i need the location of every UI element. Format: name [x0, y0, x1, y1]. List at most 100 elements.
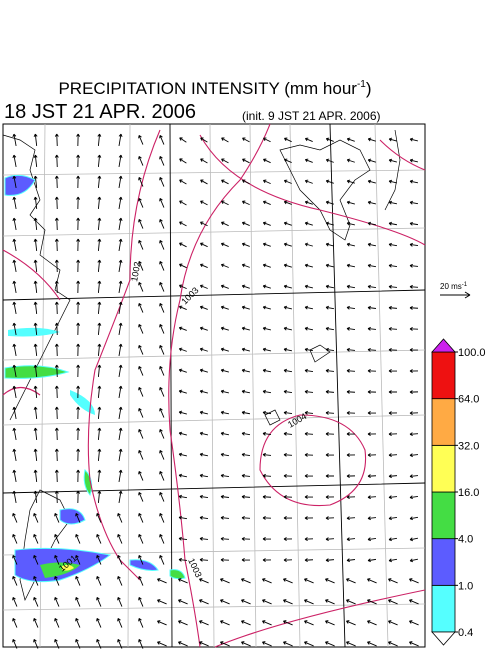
- wind-arrow: [367, 641, 377, 647]
- wind-arrow: [159, 471, 165, 481]
- wind-arrow: [241, 599, 251, 605]
- wind-arrow: [54, 576, 60, 586]
- wind-arrow: [262, 179, 271, 185]
- wind-arrow: [200, 179, 208, 185]
- wind-arrow: [241, 368, 250, 373]
- wind-arrow: [138, 324, 144, 334]
- wind-arrow: [388, 432, 398, 437]
- wind-arrow: [221, 179, 229, 185]
- wind-arrow: [242, 137, 250, 143]
- wind-arrow: [283, 473, 293, 478]
- wind-arrow: [241, 494, 251, 499]
- wind-arrow: [33, 469, 38, 483]
- colorbar-segment: [431, 491, 456, 540]
- wind-arrow: [241, 620, 251, 626]
- wind-arrow: [33, 406, 38, 420]
- wind-arrow: [388, 305, 398, 310]
- scale-label: 20 ms-1: [440, 282, 468, 291]
- wind-arrow: [97, 217, 102, 231]
- wind-arrow: [75, 576, 81, 586]
- wind-arrow: [159, 198, 165, 208]
- wind-arrow: [33, 343, 38, 357]
- wind-arrow: [283, 558, 293, 562]
- wind-arrow: [409, 137, 418, 142]
- wind-arrow: [409, 558, 419, 563]
- wind-arrow: [409, 200, 419, 205]
- wind-arrow: [325, 347, 335, 352]
- wind-arrow: [242, 158, 250, 164]
- wind-arrow: [33, 175, 38, 189]
- wind-arrow: [159, 303, 165, 313]
- wind-arrow: [178, 347, 187, 352]
- colorbar: 0.4 1.0 4.0 16.0 32.0 64.0 100.0: [431, 338, 486, 646]
- wind-arrow: [409, 578, 419, 584]
- wind-arrow: [33, 513, 39, 523]
- wind-arrow: [304, 474, 314, 478]
- wind-arrow: [178, 326, 187, 331]
- wind-arrow: [220, 368, 229, 373]
- wind-arrow: [304, 347, 314, 352]
- wind-arrow: [367, 495, 377, 500]
- colorbar-segment: [431, 584, 456, 633]
- wind-arrow: [76, 301, 81, 315]
- wind-arrow: [138, 618, 144, 628]
- wind-arrow: [117, 555, 123, 565]
- wind-arrow: [76, 196, 81, 210]
- wind-arrow: [221, 158, 229, 164]
- wind-arrow: [262, 620, 272, 626]
- wind-arrow: [325, 453, 335, 457]
- wind-arrow: [262, 389, 272, 394]
- wind-arrow: [409, 179, 419, 184]
- wind-arrow: [179, 179, 187, 185]
- wind-arrow: [241, 452, 251, 457]
- wind-arrow: [283, 200, 292, 205]
- wind-arrow: [388, 242, 398, 247]
- wind-arrow: [159, 219, 165, 229]
- wind-arrow: [241, 263, 250, 268]
- wind-arrow: [304, 263, 313, 268]
- wind-arrow: [304, 242, 313, 247]
- isobar-label: 1002: [129, 261, 142, 282]
- wind-arrow: [118, 364, 123, 377]
- wind-arrow: [388, 453, 398, 458]
- wind-arrow: [283, 242, 292, 247]
- wind-arrow: [241, 410, 251, 415]
- wind-arrow: [33, 322, 38, 336]
- wind-arrow: [138, 534, 144, 544]
- wind-arrow: [283, 410, 293, 415]
- map-panel: 1002 1003 1004 1001 1003: [2, 123, 426, 649]
- colorbar-label: 64.0: [458, 394, 479, 406]
- wind-arrow: [199, 410, 208, 415]
- wind-arrow: [409, 263, 419, 268]
- wind-arrow: [75, 597, 81, 607]
- wind-arrow: [12, 196, 17, 209]
- wind-arrow: [138, 576, 144, 586]
- wind-arrow: [367, 599, 377, 605]
- wind-arrow: [178, 641, 188, 647]
- wind-arrow: [367, 537, 377, 542]
- wind-arrow: [304, 326, 314, 331]
- wind-arrow: [262, 347, 271, 352]
- wind-arrow: [409, 369, 419, 373]
- wind-arrow: [241, 558, 251, 562]
- wind-arrow: [283, 284, 292, 289]
- wind-arrow: [12, 406, 17, 419]
- wind-arrow: [220, 557, 230, 562]
- colorbar-segment: [431, 538, 456, 586]
- wind-arrow: [96, 534, 102, 544]
- wind-arrow: [367, 263, 377, 268]
- scale-text: 20 ms: [440, 282, 462, 291]
- colorbar-label: 1.0: [458, 580, 473, 592]
- wind-arrow: [75, 555, 81, 565]
- wind-arrow: [346, 578, 356, 584]
- wind-arrow: [262, 263, 271, 268]
- wind-arrow: [199, 494, 209, 499]
- wind-arrow: [241, 515, 251, 520]
- wind-arrow: [367, 411, 377, 415]
- wind-arrow: [346, 620, 356, 626]
- wind-arrow: [241, 536, 251, 541]
- wind-arrow: [304, 620, 314, 626]
- wind-arrow: [179, 263, 187, 269]
- wind-arrow: [159, 429, 165, 439]
- wind-arrow: [54, 133, 59, 147]
